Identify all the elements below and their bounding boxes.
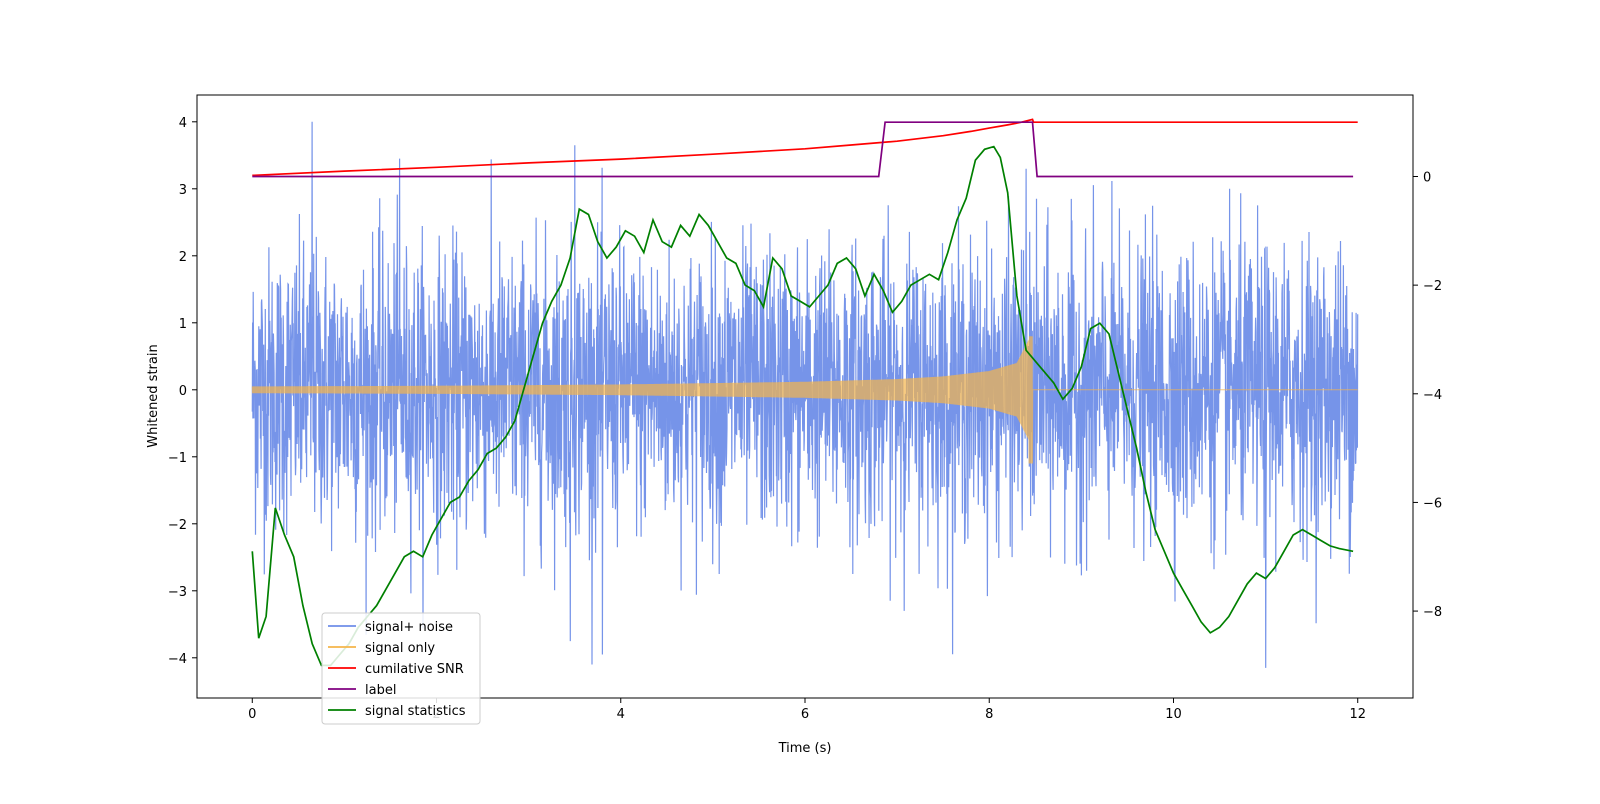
legend: signal+ noise signal only cumilative SNR la… xyxy=(321,612,481,725)
y-right-tick-label: −8 xyxy=(1423,605,1442,620)
series-label xyxy=(252,121,1354,178)
series-signal-statistics xyxy=(251,145,1354,667)
y-tick-label: 1 xyxy=(179,317,187,332)
series-signal-plus-noise xyxy=(251,121,1359,668)
y-tick-label: −1 xyxy=(168,451,187,466)
legend-label: signal only xyxy=(365,641,435,656)
y-right-tick-label: 0 xyxy=(1423,170,1431,185)
y-right-tick-label: −6 xyxy=(1423,496,1442,511)
legend-label: cumilative SNR xyxy=(365,662,464,677)
x-tick-label: 6 xyxy=(801,707,809,722)
y-right-tick-label: −2 xyxy=(1423,279,1442,294)
legend-box xyxy=(321,612,481,725)
y-tick-label: 2 xyxy=(179,250,187,265)
series-cumulative-snr xyxy=(252,118,1358,177)
y-axis-label: Whitened strain xyxy=(146,344,161,447)
x-tick-label: 12 xyxy=(1349,707,1366,722)
x-tick-label: 0 xyxy=(248,707,256,722)
y-tick-label: 0 xyxy=(179,384,187,399)
x-axis-label: Time (s) xyxy=(778,741,832,756)
y-tick-label: −3 xyxy=(168,585,187,600)
y-tick-label: 3 xyxy=(179,183,187,198)
y-tick-label: −4 xyxy=(168,652,187,667)
x-tick-label: 10 xyxy=(1165,707,1182,722)
x-tick-label: 4 xyxy=(617,707,625,722)
x-tick-label: 8 xyxy=(985,707,993,722)
series-signal-only xyxy=(251,336,1358,464)
legend-label: signal+ noise xyxy=(365,620,453,635)
legend-label: label xyxy=(365,683,396,698)
y-right-tick-label: −4 xyxy=(1423,388,1442,403)
legend-label: signal statistics xyxy=(365,704,466,719)
plot-area xyxy=(251,118,1359,668)
y-tick-label: 4 xyxy=(179,116,187,131)
y-tick-label: −2 xyxy=(168,518,187,533)
